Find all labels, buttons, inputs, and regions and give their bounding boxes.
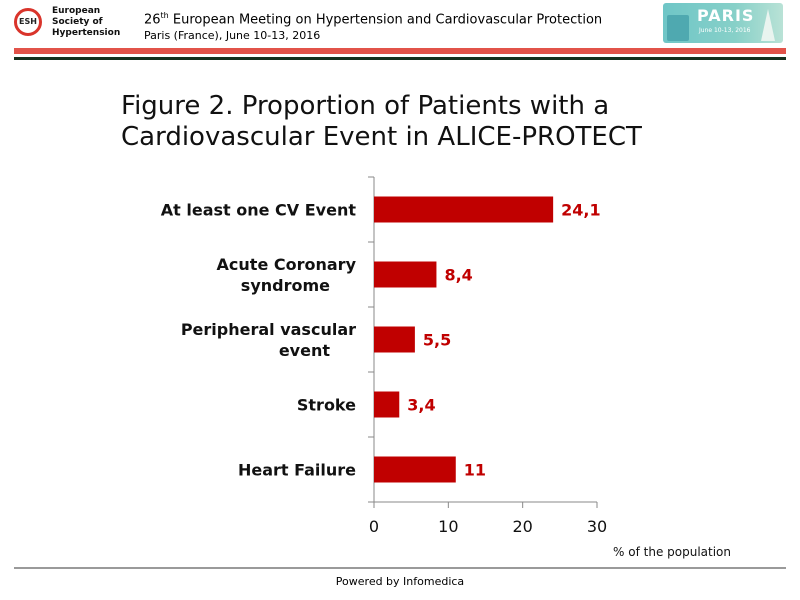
category-label-line: Stroke <box>297 396 356 415</box>
category-label-3: Stroke <box>297 396 356 415</box>
eiffel-tower-icon <box>761 9 775 41</box>
category-label-0: At least one CV Event <box>161 201 357 220</box>
category-label-line: event <box>279 341 331 360</box>
meeting-title: 26th European Meeting on Hypertension an… <box>144 8 602 28</box>
paris-badge-dates: June 10-13, 2016 <box>699 27 751 34</box>
header-rule-dark <box>14 57 786 60</box>
header-rule-red <box>14 48 786 54</box>
category-label-line: At least one CV Event <box>161 201 357 220</box>
paris-badge: PARIS June 10-13, 2016 <box>663 3 783 43</box>
category-label-line: Peripheral vascular <box>181 320 356 339</box>
x-axis-title: % of the population <box>613 545 731 559</box>
x-tick-label-3: 30 <box>587 517 607 536</box>
category-label-line: syndrome <box>241 276 330 295</box>
value-label-2: 5,5 <box>423 331 451 350</box>
meeting-title-text: European Meeting on Hypertension and Car… <box>168 12 603 28</box>
meeting-info: 26th European Meeting on Hypertension an… <box>144 8 602 43</box>
bar-1 <box>374 261 437 288</box>
bar-3 <box>374 391 400 418</box>
bar-4 <box>374 456 456 483</box>
category-label-1: Acute Coronary syndrome <box>217 255 357 295</box>
meeting-ordinal-suffix: th <box>160 11 169 20</box>
bar-chart-svg: At least one CV Event 24,1 Acute Coronary s… <box>161 176 731 559</box>
category-label-2: Peripheral vascular event <box>181 320 356 360</box>
esh-logo: ESH European Society of Hypertension <box>14 6 134 42</box>
x-tick-label-2: 20 <box>512 517 532 536</box>
value-label-3: 3,4 <box>407 396 435 415</box>
bar-2 <box>374 326 415 353</box>
bar-0 <box>374 196 554 223</box>
value-label-4: 11 <box>464 461 486 480</box>
header: ESH European Society of Hypertension 26t… <box>0 0 800 46</box>
value-label-1: 8,4 <box>444 266 472 285</box>
footer-rule <box>14 567 786 569</box>
x-tick-label-0: 0 <box>369 517 379 536</box>
meeting-ordinal: 26 <box>144 12 161 28</box>
paris-badge-word: PARIS <box>697 6 755 25</box>
value-label-0: 24,1 <box>561 201 600 220</box>
footer-credit: Powered by Infomedica <box>335 575 465 588</box>
esh-logo-badge: ESH <box>14 8 42 36</box>
x-tick-label-1: 10 <box>438 517 458 536</box>
bar-chart: At least one CV Event 24,1 Acute Coronary s… <box>0 160 800 570</box>
figure-title: Figure 2. Proportion of Patients with a … <box>121 91 642 152</box>
esh-logo-text: European Society of Hypertension <box>52 6 121 38</box>
paris-building-icon <box>667 15 689 41</box>
category-label-line: Heart Failure <box>238 461 356 480</box>
category-label-4: Heart Failure <box>238 461 356 480</box>
category-label-line: Acute Coronary <box>217 255 357 274</box>
meeting-subtitle: Paris (France), June 10-13, 2016 <box>144 29 321 43</box>
